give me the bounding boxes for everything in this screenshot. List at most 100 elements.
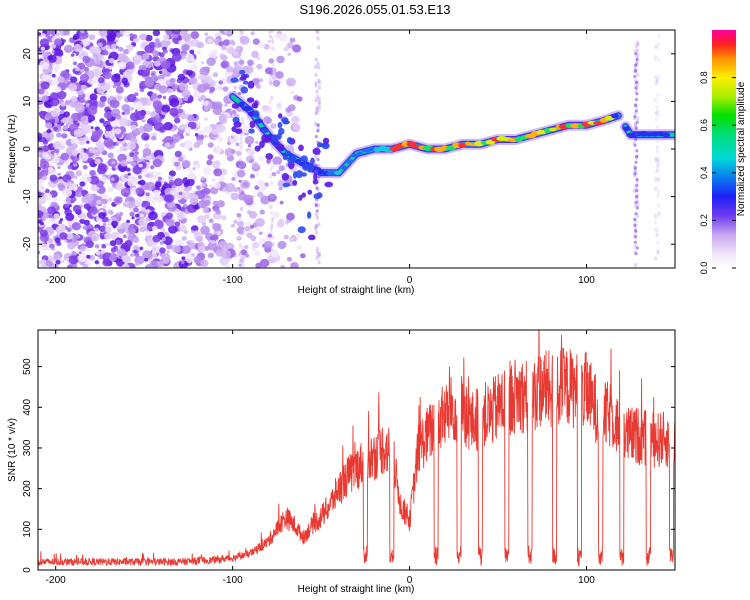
noise-streak bbox=[315, 223, 319, 229]
noise-blob bbox=[115, 239, 121, 245]
noise-blob bbox=[200, 176, 206, 181]
ridge-scatter bbox=[248, 128, 255, 134]
noise-blob bbox=[193, 255, 202, 264]
noise-streak bbox=[269, 45, 273, 51]
noise-blob bbox=[295, 233, 302, 239]
noise-blob bbox=[151, 225, 158, 231]
noise-blob bbox=[38, 250, 41, 255]
noise-streak bbox=[653, 213, 658, 218]
noise-blob bbox=[126, 219, 131, 224]
noise-blob bbox=[145, 34, 153, 42]
noise-blob bbox=[174, 150, 182, 158]
noise-blob bbox=[86, 254, 91, 259]
noise-blob bbox=[220, 215, 227, 221]
figure-title: S196.2026.055.01.53.E13 bbox=[299, 2, 450, 17]
noise-blob bbox=[124, 96, 128, 100]
y-tick-label: -20 bbox=[22, 237, 33, 252]
noise-blob bbox=[150, 117, 155, 121]
noise-blob bbox=[75, 191, 83, 198]
noise-streak bbox=[654, 185, 658, 191]
noise-streak bbox=[270, 210, 274, 216]
noise-blob bbox=[286, 42, 294, 49]
burst-blob bbox=[315, 209, 319, 213]
noise-blob bbox=[60, 259, 65, 263]
noise-blob bbox=[208, 218, 214, 223]
noise-blob bbox=[233, 219, 238, 224]
noise-blob bbox=[129, 211, 135, 217]
noise-streak bbox=[655, 164, 660, 169]
noise-streak bbox=[654, 117, 658, 122]
burst-blob bbox=[634, 86, 638, 90]
noise-blob bbox=[120, 187, 131, 197]
noise-blob bbox=[275, 71, 284, 79]
ridge-scatter bbox=[284, 150, 291, 156]
noise-blob bbox=[157, 176, 163, 181]
ridge-scatter bbox=[261, 134, 270, 143]
noise-streak bbox=[268, 194, 272, 199]
noise-streak bbox=[316, 45, 321, 50]
noise-streak bbox=[238, 215, 242, 221]
noise-blob bbox=[38, 262, 43, 268]
noise-streak bbox=[636, 202, 640, 208]
noise-streak bbox=[654, 215, 658, 220]
noise-blob bbox=[296, 245, 303, 251]
burst-blob bbox=[633, 115, 637, 119]
noise-blob bbox=[121, 263, 130, 268]
noise-blob bbox=[292, 44, 302, 53]
noise-blob bbox=[88, 34, 96, 41]
burst-blob bbox=[314, 135, 318, 139]
ridge-hotspot bbox=[638, 131, 649, 137]
burst-blob bbox=[634, 212, 638, 216]
noise-blob bbox=[254, 250, 261, 257]
noise-streak bbox=[270, 95, 274, 100]
noise-streak bbox=[317, 65, 321, 70]
burst-blob bbox=[634, 189, 639, 193]
noise-blob bbox=[53, 197, 58, 202]
noise-blob bbox=[47, 206, 56, 215]
y-tick-label: 20 bbox=[22, 48, 33, 60]
noise-blob bbox=[256, 56, 261, 60]
noise-streak bbox=[657, 159, 661, 164]
noise-blob bbox=[98, 225, 106, 232]
noise-blob bbox=[97, 42, 103, 48]
noise-streak bbox=[657, 212, 661, 217]
noise-blob bbox=[112, 84, 117, 89]
noise-streak bbox=[315, 249, 319, 255]
noise-blob bbox=[217, 136, 224, 142]
noise-blob bbox=[215, 124, 220, 129]
noise-blob bbox=[88, 100, 93, 104]
noise-streak bbox=[241, 259, 245, 264]
noise-blob bbox=[62, 39, 67, 43]
noise-blob bbox=[249, 224, 255, 229]
noise-streak bbox=[241, 225, 246, 230]
noise-blob bbox=[123, 30, 132, 38]
burst-blob bbox=[633, 103, 637, 107]
noise-blob bbox=[260, 195, 271, 205]
ridge-scatter bbox=[300, 155, 308, 163]
noise-streak bbox=[653, 74, 658, 80]
noise-blob bbox=[58, 220, 62, 224]
noise-blob bbox=[164, 142, 171, 148]
noise-blob bbox=[228, 39, 235, 45]
ridge-hotspot bbox=[593, 121, 604, 125]
noise-blob bbox=[141, 65, 147, 71]
noise-blob bbox=[275, 33, 282, 39]
noise-blob bbox=[288, 236, 295, 243]
noise-streak bbox=[656, 177, 660, 183]
burst-blob bbox=[635, 183, 639, 187]
noise-blob bbox=[84, 67, 90, 72]
noise-blob bbox=[178, 191, 183, 196]
noise-blob bbox=[296, 96, 303, 102]
noise-blob bbox=[240, 191, 245, 195]
ridge-scatter bbox=[254, 145, 261, 152]
noise-blob bbox=[64, 100, 71, 106]
noise-streak bbox=[268, 204, 272, 210]
burst-blob bbox=[635, 149, 639, 153]
noise-blob bbox=[94, 227, 99, 232]
noise-blob bbox=[253, 39, 259, 44]
ridge-hotspot bbox=[295, 159, 302, 163]
noise-blob bbox=[38, 96, 43, 101]
noise-streak bbox=[636, 72, 640, 77]
noise-streak bbox=[271, 62, 275, 68]
burst-blob bbox=[316, 146, 320, 150]
